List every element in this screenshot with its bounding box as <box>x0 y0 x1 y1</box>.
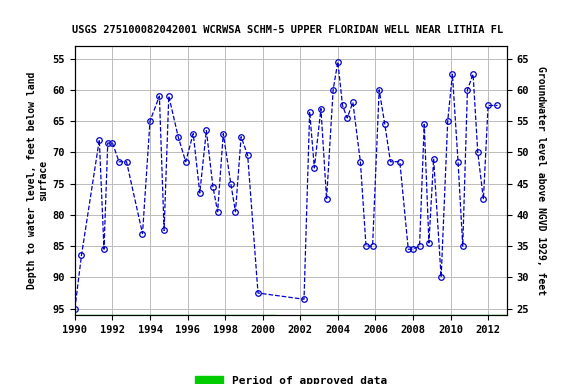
Legend: Period of approved data: Period of approved data <box>191 371 391 384</box>
Y-axis label: Groundwater level above NGVD 1929, feet: Groundwater level above NGVD 1929, feet <box>536 66 546 295</box>
Y-axis label: Depth to water level, feet below land
surface: Depth to water level, feet below land su… <box>27 72 48 289</box>
Text: USGS 275100082042001 WCRWSA SCHM-5 UPPER FLORIDAN WELL NEAR LITHIA FL: USGS 275100082042001 WCRWSA SCHM-5 UPPER… <box>73 25 503 35</box>
